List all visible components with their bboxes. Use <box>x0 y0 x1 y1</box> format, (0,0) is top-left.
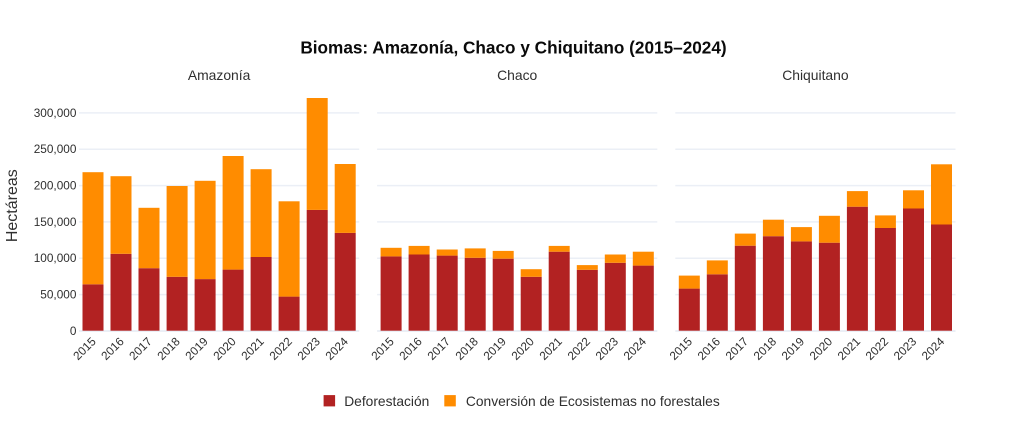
svg-text:100,000: 100,000 <box>34 251 77 265</box>
svg-text:200,000: 200,000 <box>34 179 77 193</box>
svg-text:Hectáreas: Hectáreas <box>4 169 21 242</box>
svg-text:300,000: 300,000 <box>34 106 77 120</box>
svg-text:Chiquitano: Chiquitano <box>782 67 849 83</box>
svg-text:50,000: 50,000 <box>40 288 77 302</box>
svg-text:250,000: 250,000 <box>34 142 77 156</box>
svg-text:Conversión de Ecosistemas no f: Conversión de Ecosistemas no forestales <box>466 394 720 409</box>
svg-text:Biomas: Amazonía, Chaco y Chiq: Biomas: Amazonía, Chaco y Chiquitano (20… <box>300 38 726 58</box>
svg-text:150,000: 150,000 <box>34 215 77 229</box>
svg-text:0: 0 <box>70 324 77 338</box>
svg-text:Amazonía: Amazonía <box>188 67 251 83</box>
svg-text:Deforestación: Deforestación <box>344 394 429 409</box>
svg-text:Chaco: Chaco <box>497 67 537 83</box>
